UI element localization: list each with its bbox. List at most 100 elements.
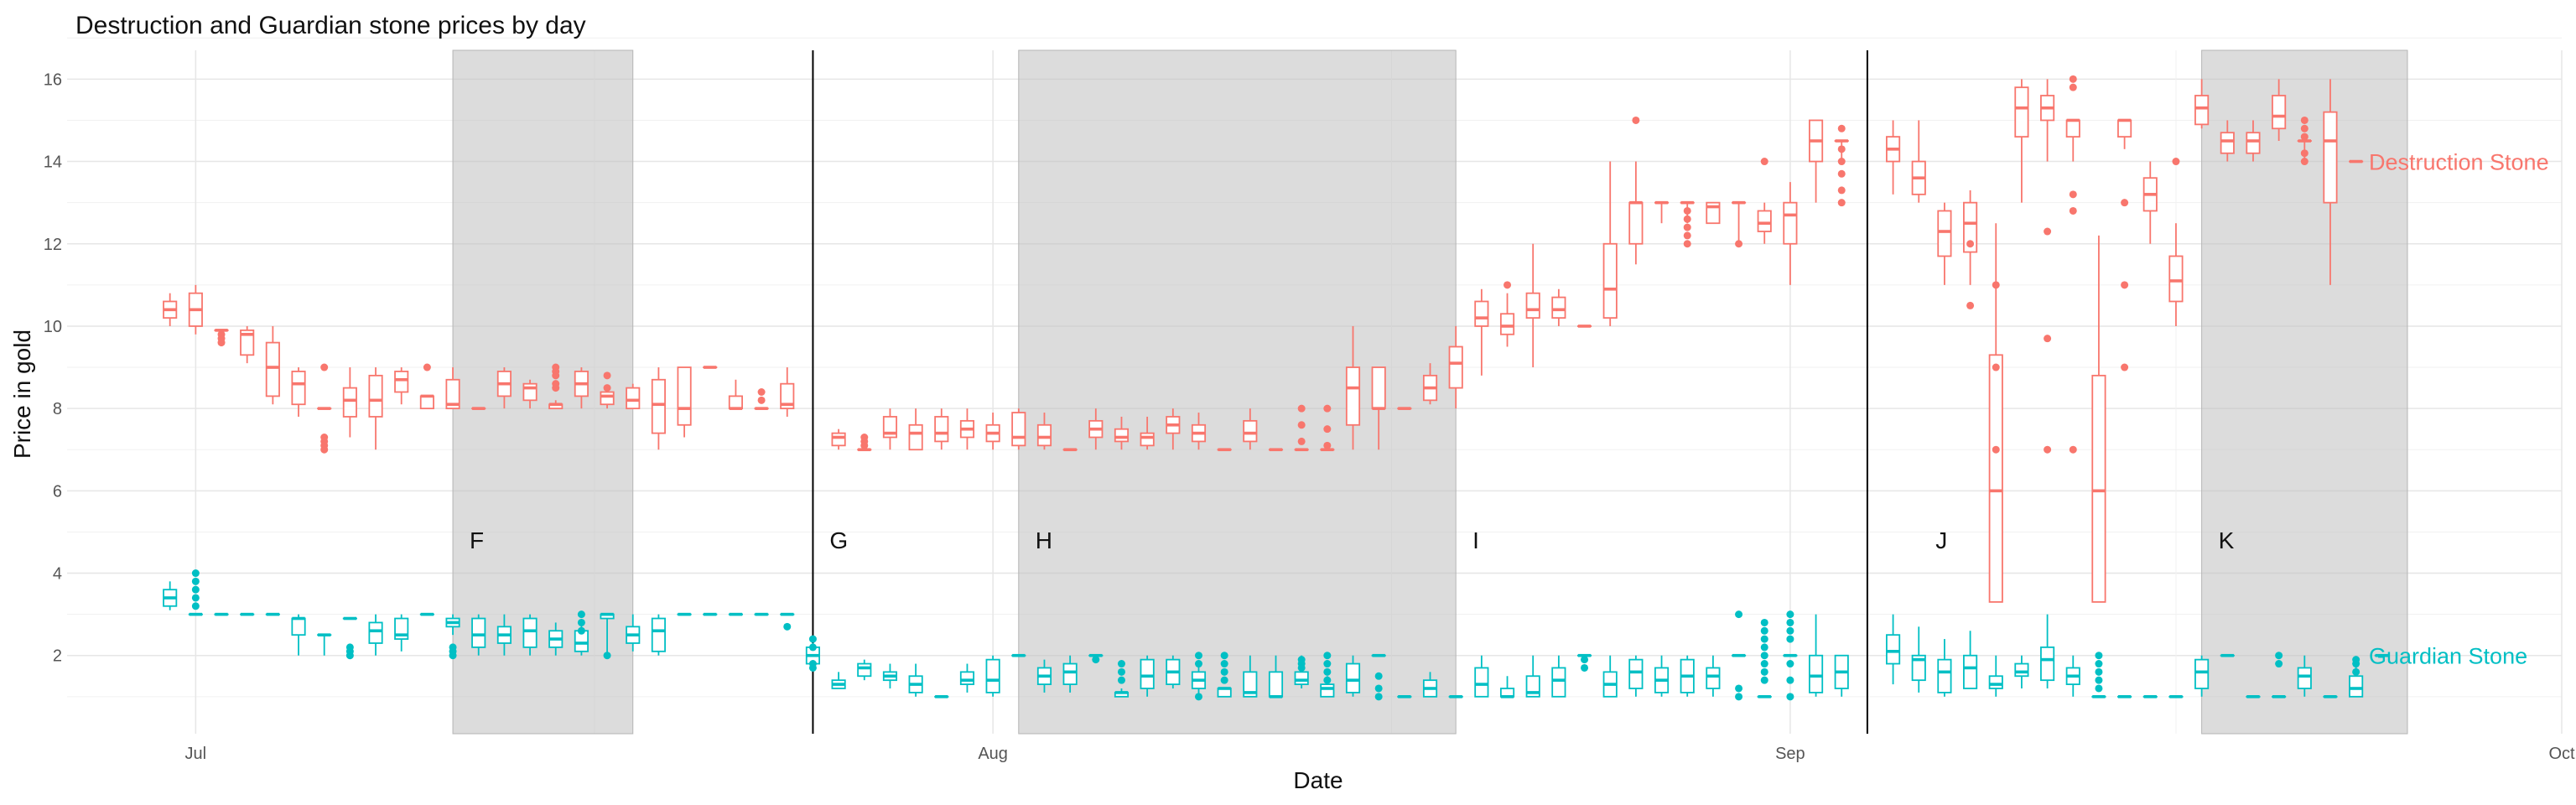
guardian-stone-box <box>651 614 666 656</box>
outlier-point <box>1760 635 1768 643</box>
box-body <box>240 329 255 356</box>
outlier-point <box>808 635 817 643</box>
guardian-stone-box <box>1680 655 1695 697</box>
guardian-stone-box <box>1320 652 1335 698</box>
guardian-stone-box <box>2040 614 2055 688</box>
box-body <box>1474 667 1489 698</box>
guardian-stone-box <box>1499 676 1515 699</box>
y-tick-label: 4 <box>53 565 62 584</box>
y-tick-label: 8 <box>53 400 62 418</box>
period-label: H <box>1036 527 1052 553</box>
guardian-stone-box <box>1757 618 1772 699</box>
outlier-point <box>2044 335 2052 343</box>
destruction-stone-box <box>1474 288 1489 376</box>
outlier-point <box>1323 404 1332 413</box>
outlier-point <box>2095 652 2103 660</box>
outlier-point <box>1323 676 1332 684</box>
x-axis-ticks: Jul Aug Sep Oct <box>185 745 2575 763</box>
destruction-stone-box <box>317 363 332 454</box>
destruction-stone-box <box>394 367 409 405</box>
box-body <box>2220 132 2235 154</box>
box-body <box>2297 667 2312 689</box>
y-tick-label: 12 <box>44 236 62 254</box>
outlier-point <box>1786 676 1794 684</box>
box-body <box>2065 119 2080 138</box>
outlier-point <box>1323 425 1332 434</box>
outlier-point <box>552 384 560 392</box>
guardian-stone-box <box>1525 655 1540 698</box>
guardian-stone-box <box>1166 655 1181 688</box>
destruction-stone-box <box>600 371 615 409</box>
period-label: J <box>1935 527 1947 553</box>
outlier-point <box>1220 652 1228 660</box>
guardian-stone-box <box>574 610 589 656</box>
destruction-stone-box <box>2014 79 2029 203</box>
outlier-point <box>603 384 611 392</box>
outlier-point <box>2069 206 2077 215</box>
guardian-stone-box <box>600 612 615 660</box>
guardian-stone-box <box>1602 655 1618 698</box>
box-body <box>1937 210 1952 257</box>
guardian-stone-box <box>548 622 564 656</box>
outlier-point <box>2069 445 2077 454</box>
outlier-point <box>1735 610 1743 619</box>
outlier-point <box>757 388 766 396</box>
box-body <box>1963 654 1978 689</box>
destruction-stone-box <box>548 363 564 410</box>
outlier-point <box>1220 660 1228 668</box>
box-body <box>1808 654 1824 693</box>
outlier-point <box>2300 132 2309 141</box>
guardian-stone-box <box>1062 655 1078 693</box>
box-series-layer <box>163 75 2389 701</box>
destruction-stone-box <box>445 367 460 410</box>
outlier-point <box>1194 652 1202 660</box>
box-body <box>1525 292 1540 319</box>
outlier-point <box>1966 301 1975 309</box>
destruction-stone-box <box>1371 366 1386 450</box>
destruction-stone-box <box>2040 79 2055 454</box>
destruction-stone-box <box>626 383 641 410</box>
destruction-stone-box <box>985 413 1000 450</box>
destruction-stone-box <box>1243 408 1258 450</box>
box-body <box>2117 119 2132 138</box>
destruction-stone-box <box>1757 158 1772 244</box>
guardian-stone-box <box>2065 655 2080 697</box>
destruction-stone-box <box>728 379 743 410</box>
guardian-stone-box <box>1808 614 1824 697</box>
outlier-point <box>1760 618 1768 626</box>
destruction-stone-box <box>522 379 538 409</box>
outlier-point <box>1735 684 1743 693</box>
box-body <box>291 617 306 636</box>
box-body <box>394 371 409 393</box>
destruction-stone-box <box>214 329 229 347</box>
destruction-stone-box <box>1320 404 1335 452</box>
guardian-stone-box <box>1706 655 1721 697</box>
box-body <box>985 658 1000 693</box>
guardian-stone-box <box>857 659 872 681</box>
box-body <box>522 617 538 648</box>
outlier-point <box>1374 684 1383 693</box>
box-body <box>728 395 743 410</box>
destruction-stone-box <box>1036 413 1052 450</box>
outlier-point <box>1297 437 1306 445</box>
outlier-point <box>1966 240 1975 248</box>
outlier-point <box>1786 626 1794 635</box>
outlier-point <box>1760 158 1768 166</box>
outlier-point <box>1760 626 1768 635</box>
box-body <box>1628 201 1644 245</box>
box-body <box>1628 658 1644 689</box>
guardian-stone-box <box>805 635 821 672</box>
destruction-stone-box <box>2323 79 2338 285</box>
outlier-point <box>2300 124 2309 132</box>
outlier-point <box>2069 190 2077 199</box>
y-tick-label: 2 <box>53 647 62 666</box>
guardian-stone-box <box>1474 655 1489 698</box>
box-body <box>1114 428 1130 443</box>
guardian-stone-box <box>1114 660 1130 698</box>
outlier-point <box>1117 660 1125 668</box>
guardian-stone-box <box>1371 653 1386 701</box>
outlier-point <box>1837 124 1846 132</box>
outlier-point <box>1786 635 1794 643</box>
outlier-point <box>2352 667 2360 676</box>
outlier-point <box>1837 158 1846 166</box>
